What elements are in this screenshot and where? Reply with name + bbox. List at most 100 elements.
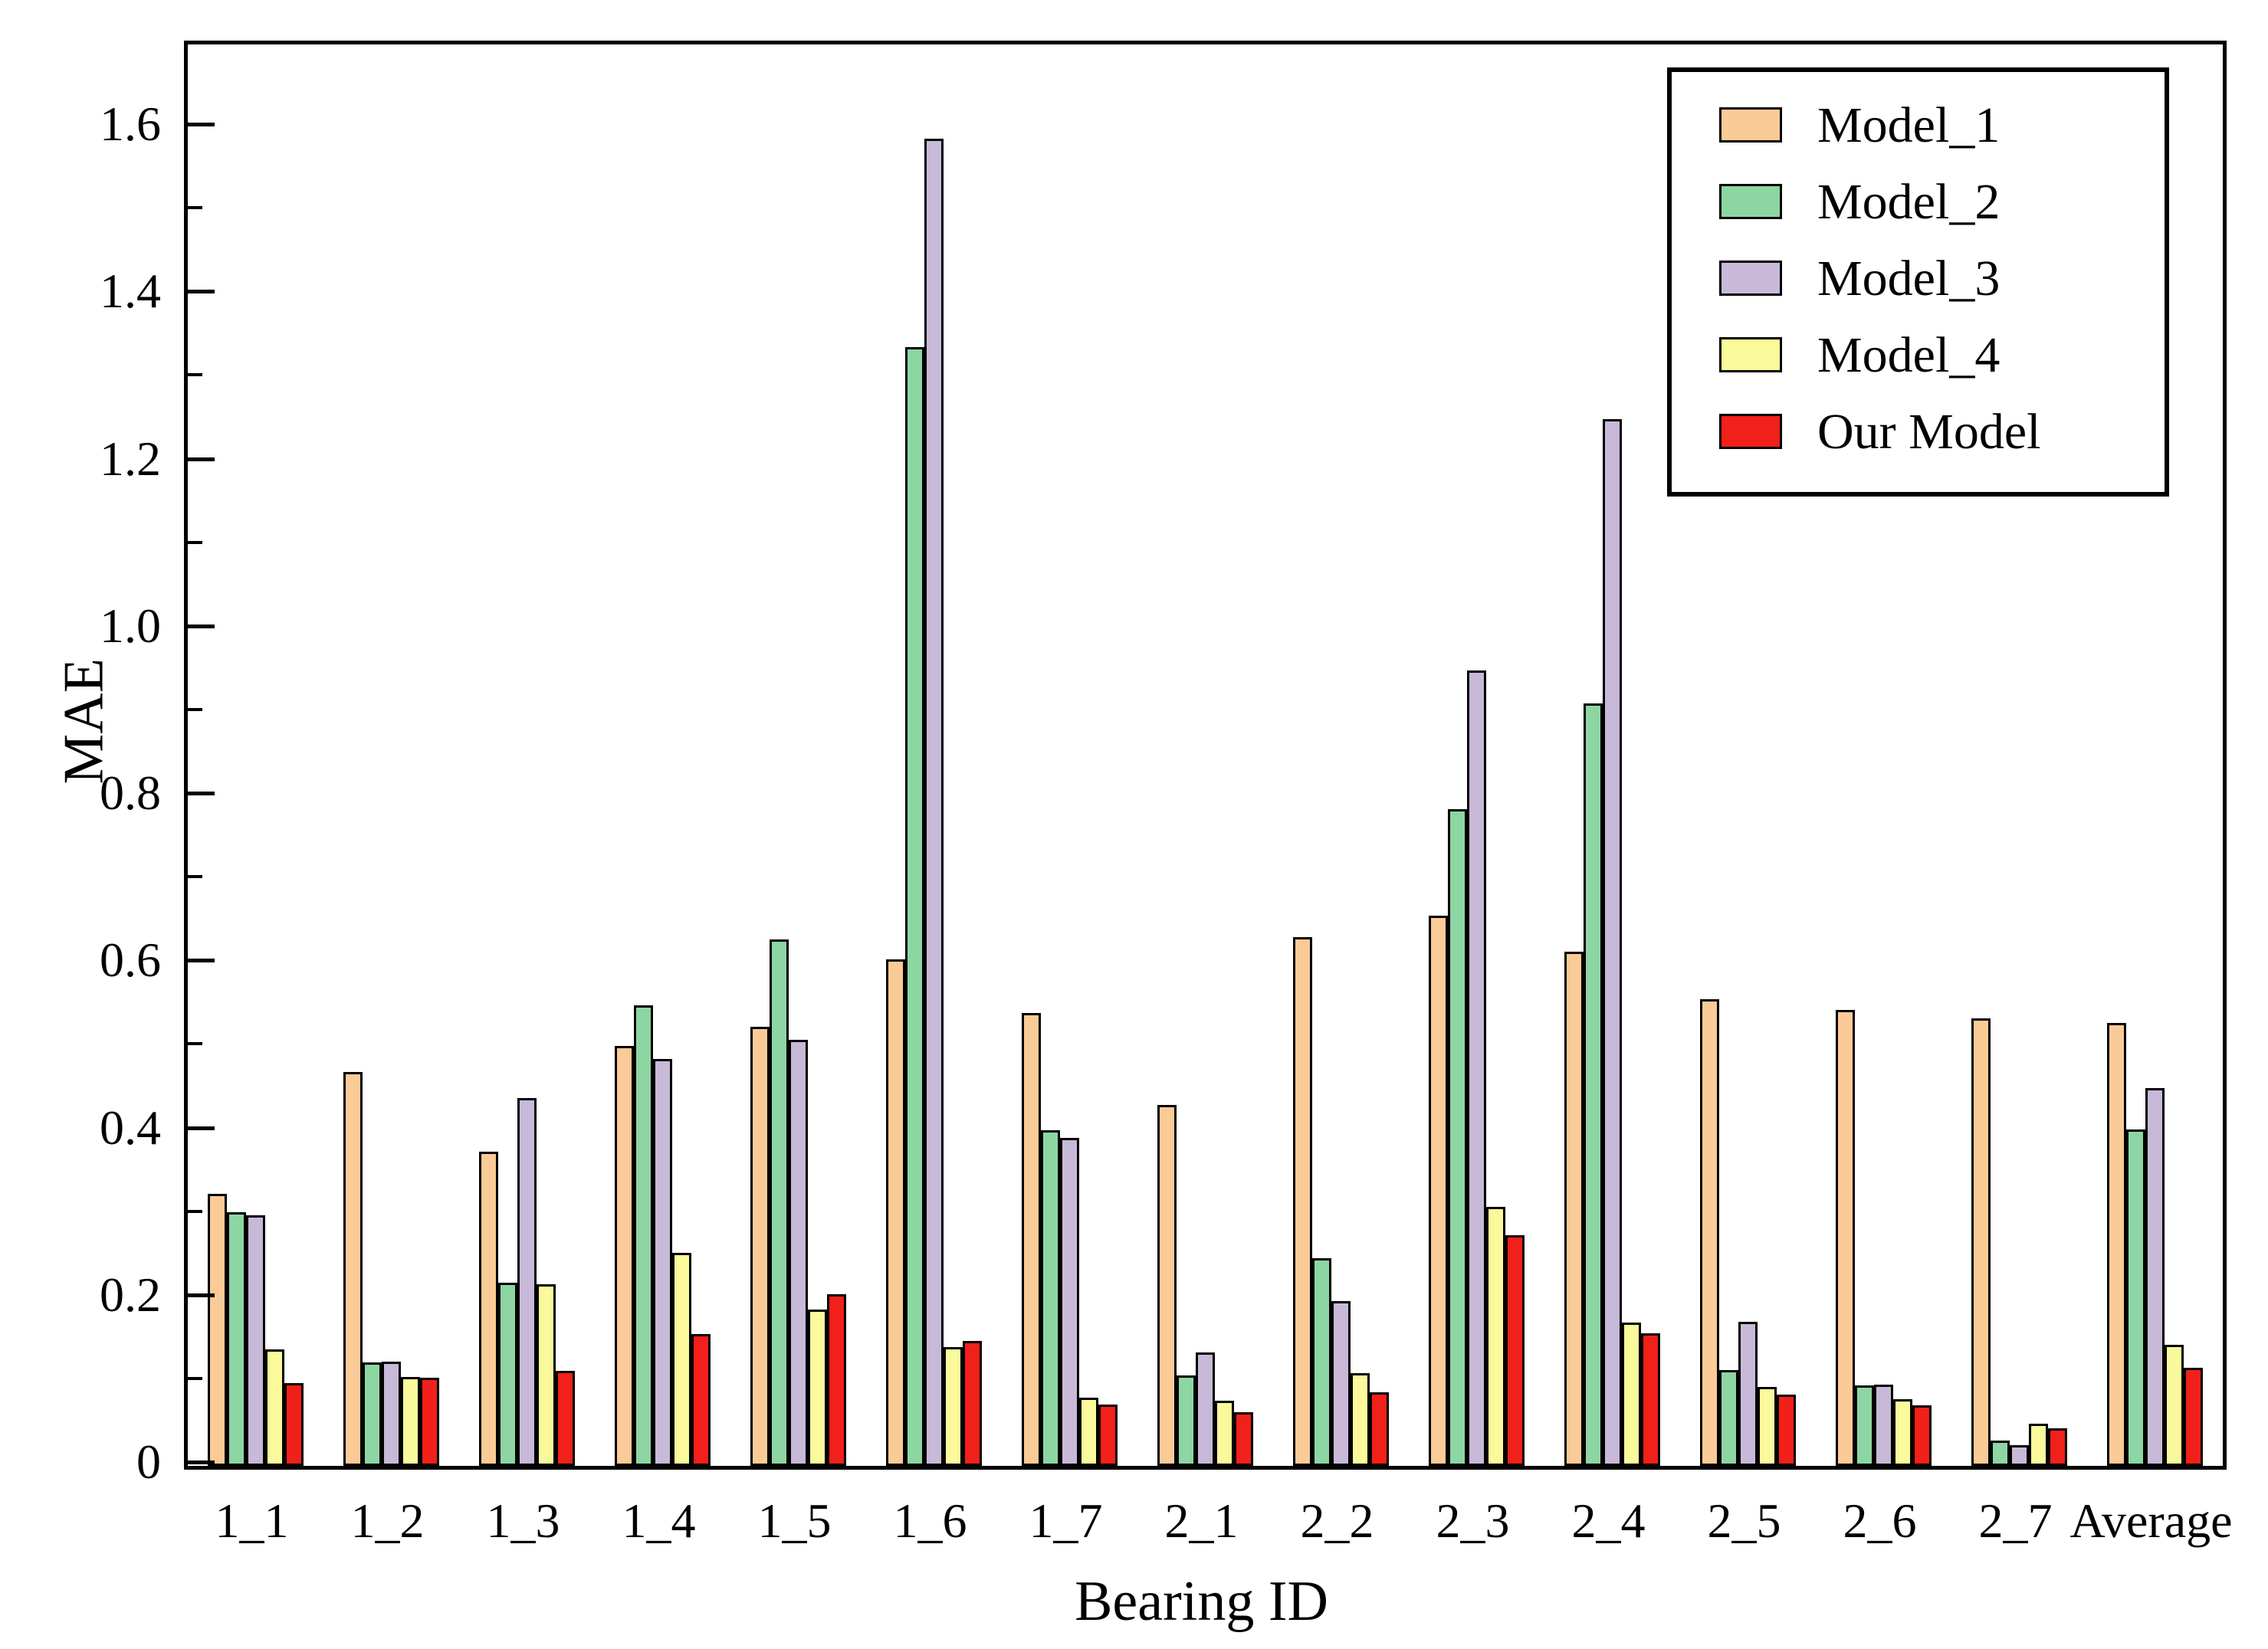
y-major-tick xyxy=(184,792,215,796)
y-major-tick xyxy=(184,290,215,294)
y-tick-label: 0.6 xyxy=(100,933,161,988)
bar-model_4-1_2 xyxy=(401,1377,420,1466)
y-tick-label: 0.8 xyxy=(100,765,161,821)
y-tick-label: 0 xyxy=(136,1434,161,1489)
bar-our-model-2_7 xyxy=(2048,1428,2067,1466)
y-minor-tick xyxy=(184,1376,202,1380)
y-tick-label: 1.2 xyxy=(100,431,161,486)
y-minor-tick xyxy=(184,373,202,377)
bar-our-model-1_1 xyxy=(284,1382,304,1466)
x-tick-label: Average xyxy=(2069,1493,2233,1548)
bar-our-model-1_7 xyxy=(1098,1405,1118,1466)
bar-model_3-2_3 xyxy=(1467,670,1486,1466)
bar-model_2-1_3 xyxy=(498,1283,517,1466)
bar-model_3-2_5 xyxy=(1738,1322,1758,1466)
x-tick-label: 1_5 xyxy=(757,1493,832,1548)
bar-our-model-2_1 xyxy=(1234,1412,1253,1466)
legend: Model_1 Model_2 Model_3 Model_4 Our Model xyxy=(1667,67,2169,497)
bar-model_3-2_1 xyxy=(1196,1352,1215,1466)
y-minor-tick xyxy=(184,707,202,711)
bar-model_4-1_7 xyxy=(1079,1397,1098,1466)
y-minor-tick xyxy=(184,540,202,544)
bar-model_3-2_7 xyxy=(2010,1444,2029,1466)
legend-label: Model_3 xyxy=(1817,251,2001,307)
bar-model_2-2_6 xyxy=(1855,1385,1874,1466)
y-major-tick xyxy=(184,959,215,963)
bar-model_2-2_1 xyxy=(1177,1375,1196,1466)
x-tick-label: 2_1 xyxy=(1164,1493,1239,1548)
bar-model_1-2_1 xyxy=(1157,1104,1177,1466)
bar-model_4-2_6 xyxy=(1893,1398,1912,1466)
legend-swatch xyxy=(1719,337,1782,372)
bar-model_1-2_2 xyxy=(1293,937,1312,1466)
bar-our-model-2_6 xyxy=(1912,1405,1932,1466)
bar-model_4-2_2 xyxy=(1351,1372,1370,1466)
y-major-tick xyxy=(184,1126,215,1130)
bar-our-model-2_5 xyxy=(1777,1395,1796,1466)
bar-model_1-Average xyxy=(2107,1022,2126,1466)
bar-model_2-Average xyxy=(2126,1129,2145,1466)
legend-item-model_1: Model_1 xyxy=(1672,93,2165,162)
legend-label: Our Model xyxy=(1817,404,2041,460)
bar-model_3-1_5 xyxy=(789,1039,808,1466)
x-tick-label: 1_6 xyxy=(893,1493,967,1548)
bar-model_2-1_2 xyxy=(363,1362,382,1466)
legend-swatch xyxy=(1719,261,1782,296)
bar-model_2-2_7 xyxy=(1991,1441,2010,1466)
legend-label: Model_4 xyxy=(1817,327,2001,383)
bar-model_4-2_4 xyxy=(1622,1323,1641,1466)
bar-model_2-1_5 xyxy=(770,939,789,1466)
bar-model_3-1_1 xyxy=(246,1215,265,1466)
bar-model_1-2_4 xyxy=(1564,951,1584,1466)
bar-model_3-1_6 xyxy=(924,139,944,1466)
bar-model_3-1_2 xyxy=(382,1361,401,1466)
y-minor-tick xyxy=(184,1042,202,1046)
legend-item-model_4: Model_4 xyxy=(1672,323,2165,392)
x-tick-label: 2_6 xyxy=(1843,1493,1917,1548)
y-major-tick xyxy=(184,457,215,461)
bar-our-model-1_4 xyxy=(691,1333,711,1466)
bar-our-model-2_4 xyxy=(1641,1333,1660,1466)
y-tick-label: 0.2 xyxy=(100,1267,161,1322)
legend-item-our-model: Our Model xyxy=(1672,400,2165,469)
x-tick-label: 1_2 xyxy=(350,1493,425,1548)
x-axis-title: Bearing ID xyxy=(1075,1570,1328,1633)
bar-model_2-1_6 xyxy=(905,347,924,1466)
y-minor-tick xyxy=(184,206,202,210)
y-major-tick xyxy=(184,1293,215,1297)
bar-model_2-1_7 xyxy=(1041,1130,1060,1466)
x-tick-label: 1_7 xyxy=(1029,1493,1103,1548)
bar-model_4-1_5 xyxy=(808,1309,827,1466)
bar-model_2-2_2 xyxy=(1312,1258,1331,1466)
legend-item-model_2: Model_2 xyxy=(1672,170,2165,239)
x-tick-label: 2_4 xyxy=(1571,1493,1646,1548)
bar-model_1-2_6 xyxy=(1836,1010,1855,1466)
legend-label: Model_2 xyxy=(1817,174,2001,230)
bar-model_2-1_1 xyxy=(227,1212,246,1466)
bar-model_1-2_7 xyxy=(1971,1018,1991,1466)
legend-swatch xyxy=(1719,184,1782,219)
bar-model_3-1_3 xyxy=(517,1097,537,1466)
y-major-tick xyxy=(184,1460,215,1464)
bar-our-model-1_6 xyxy=(963,1341,982,1466)
x-tick-label: 2_5 xyxy=(1707,1493,1781,1548)
bar-model_1-1_7 xyxy=(1022,1012,1041,1466)
bar-our-model-Average xyxy=(2184,1368,2203,1466)
bar-model_3-2_6 xyxy=(1874,1385,1893,1466)
bar-model_1-2_3 xyxy=(1429,916,1448,1466)
bar-model_4-2_5 xyxy=(1758,1387,1777,1466)
bar-model_1-1_4 xyxy=(615,1046,634,1466)
bar-model_4-Average xyxy=(2165,1344,2184,1466)
x-tick-label: 2_2 xyxy=(1300,1493,1374,1548)
bar-model_1-1_5 xyxy=(750,1027,770,1466)
y-tick-label: 1.4 xyxy=(100,264,161,319)
x-tick-label: 2_3 xyxy=(1436,1493,1510,1548)
bar-our-model-2_3 xyxy=(1505,1234,1525,1466)
bar-model_1-1_3 xyxy=(479,1151,498,1466)
x-tick-label: 1_4 xyxy=(622,1493,696,1548)
bar-model_3-2_2 xyxy=(1331,1301,1351,1466)
bar-our-model-1_5 xyxy=(827,1294,846,1466)
bar-model_3-1_4 xyxy=(653,1058,672,1466)
bar-model_1-2_5 xyxy=(1700,999,1719,1466)
